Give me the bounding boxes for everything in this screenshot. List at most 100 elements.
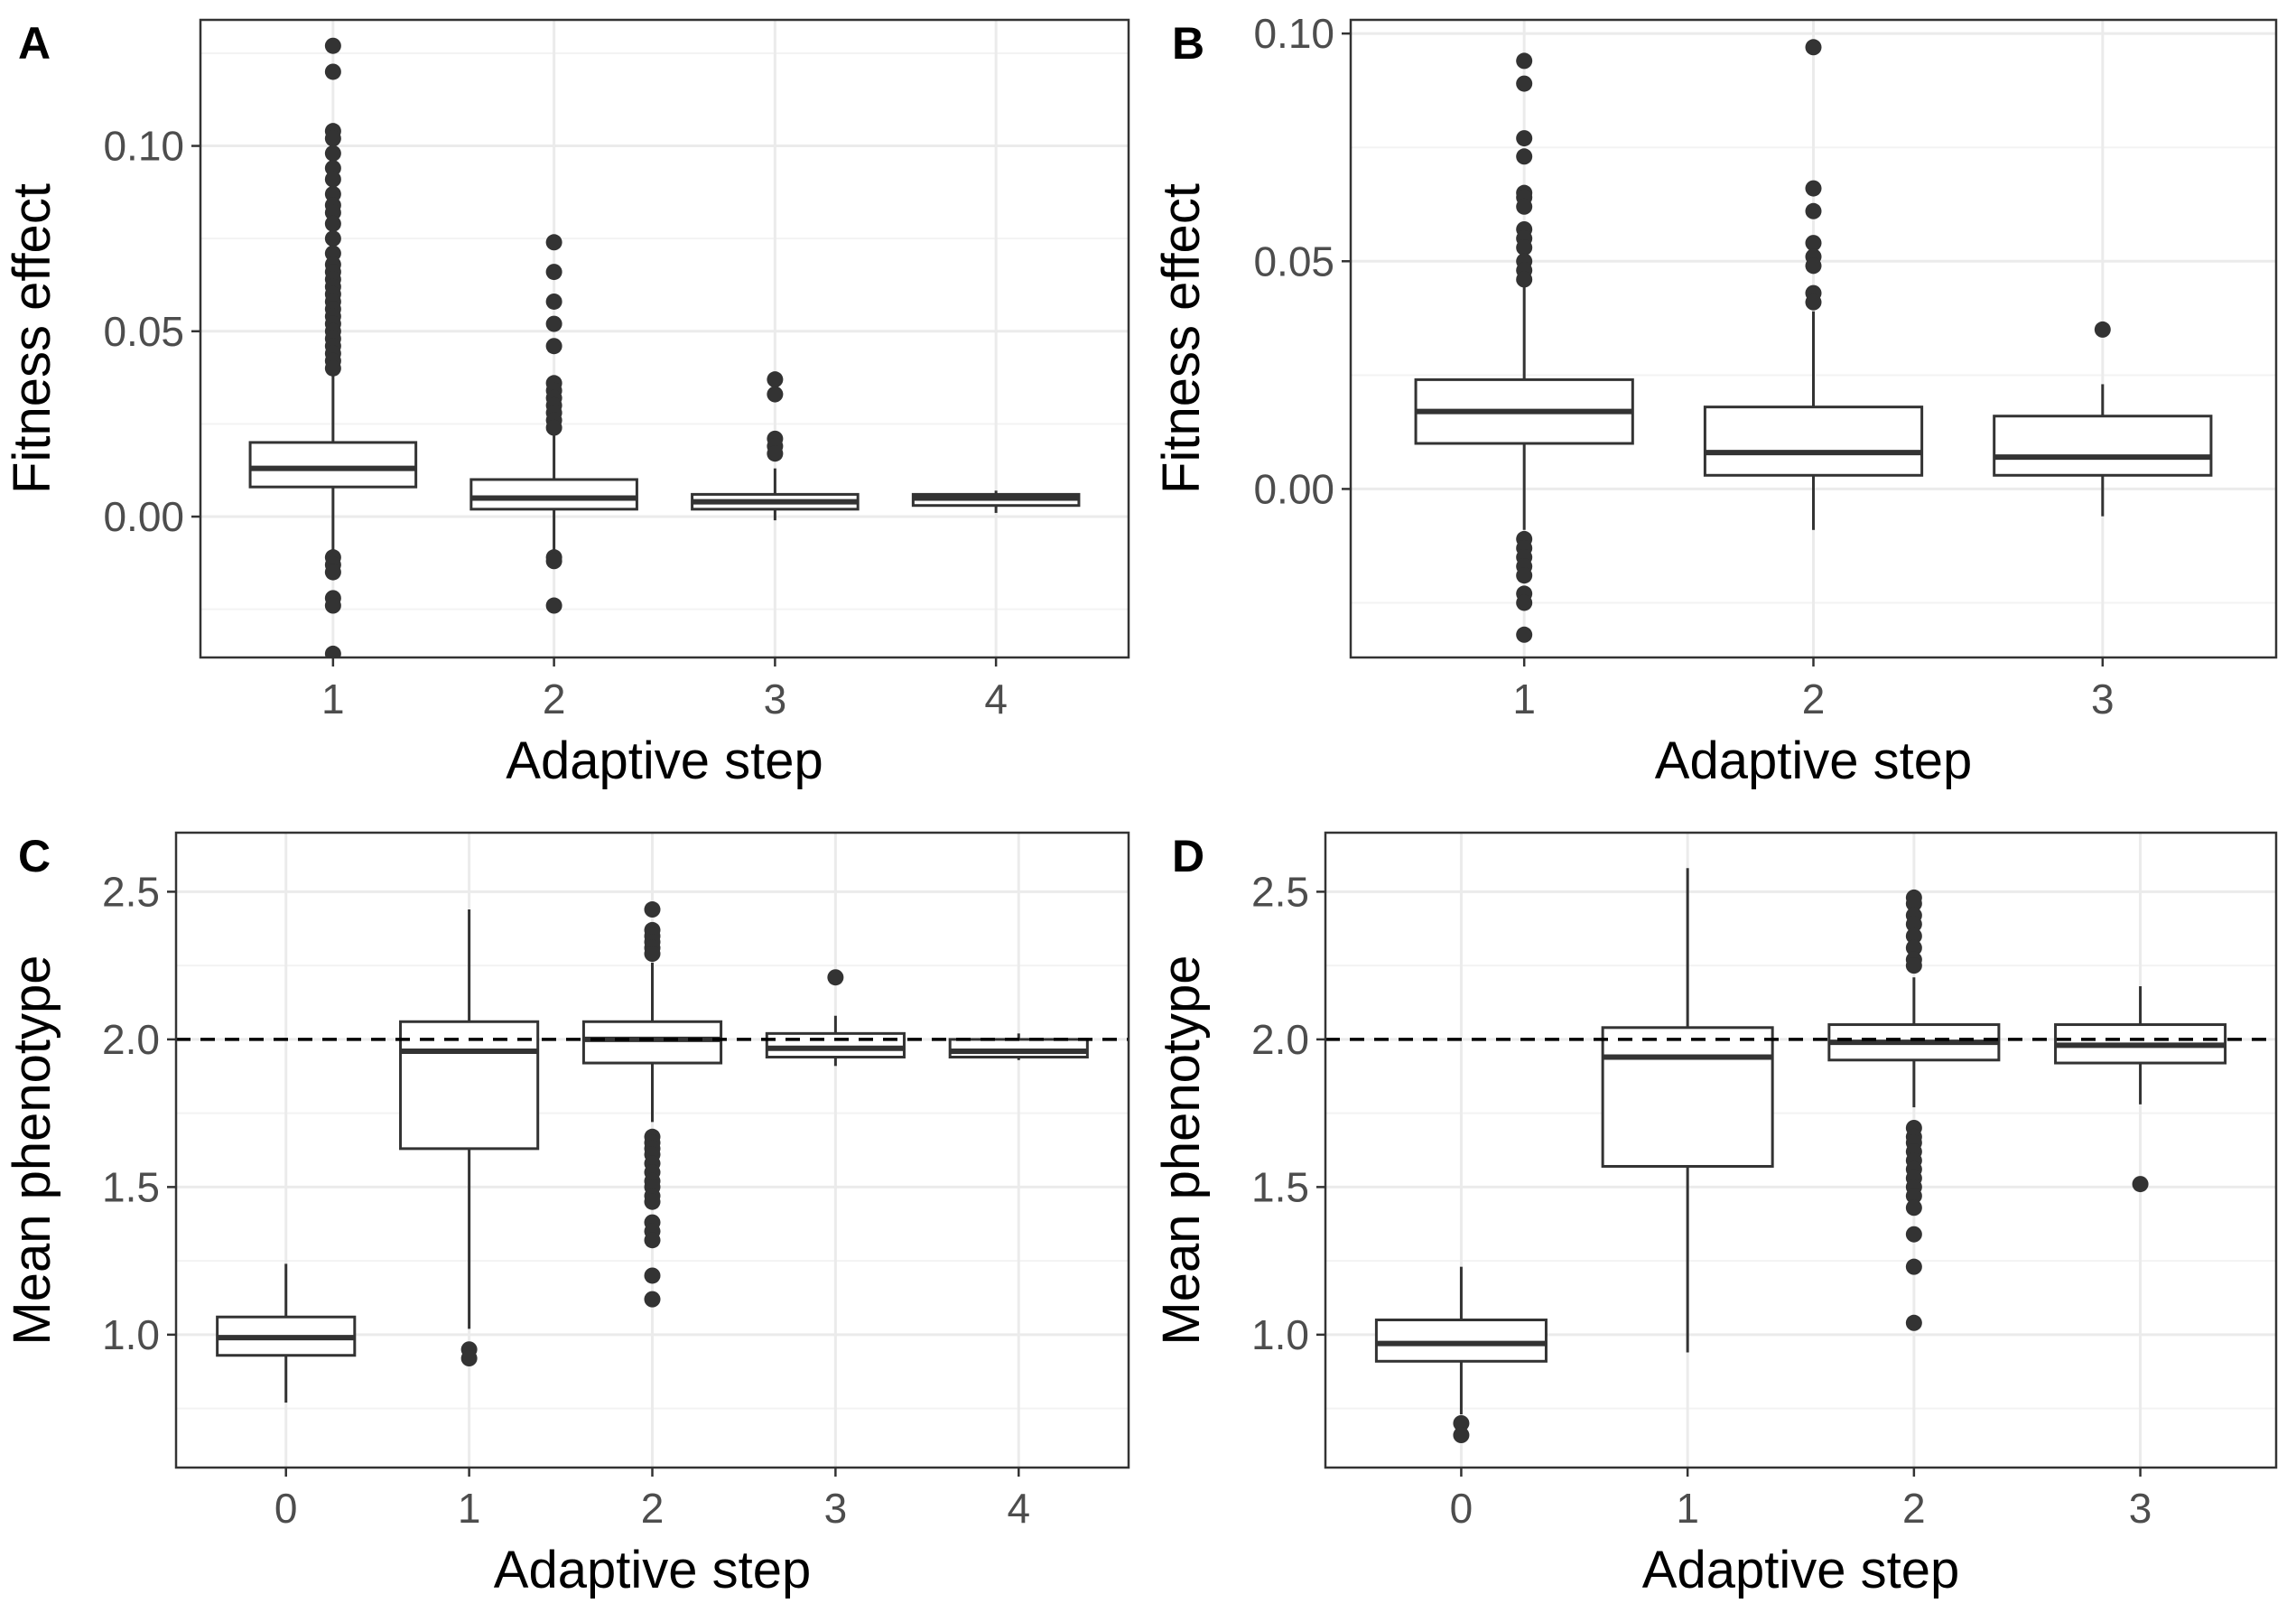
outlier-point (1516, 271, 1533, 288)
y-tick-label: 0.00 (1253, 465, 1334, 512)
outlier-point (324, 564, 341, 581)
x-tick-label: 2 (1802, 676, 1826, 722)
outlier-point (324, 204, 341, 221)
outlier-point (644, 1193, 661, 1210)
box-3 (1993, 321, 2213, 517)
y-tick-label: 0.10 (103, 123, 184, 170)
outlier-point (1516, 52, 1533, 70)
box-1 (1601, 868, 1774, 1353)
outlier-point (644, 901, 661, 918)
box-2 (469, 234, 638, 614)
panel-border (199, 18, 1130, 659)
y-axis-title: Mean phenotype (3, 955, 61, 1345)
panel-border (1324, 831, 2278, 1469)
box-2 (581, 901, 723, 1308)
y-tick-label: 1.5 (1251, 1163, 1309, 1210)
outlier-point (1805, 180, 1822, 197)
box-2 (1703, 39, 1924, 530)
iqr-box (1993, 415, 2213, 477)
outlier-point (1516, 594, 1533, 611)
panel-a: 0.00 0.05 0.10 1 2 3 4 Adaptive step Fitness eff… (3, 18, 1130, 790)
outlier-point (324, 597, 341, 614)
y-tick-label: 2.0 (1251, 1016, 1309, 1063)
outlier-point (545, 338, 562, 355)
outlier-point (545, 419, 562, 436)
box-0 (216, 1263, 357, 1403)
outlier-point (644, 1291, 661, 1308)
iqr-box (765, 1031, 906, 1059)
x-tick-label: 1 (321, 676, 345, 722)
box-3 (2054, 986, 2227, 1193)
box-3 (691, 371, 860, 521)
outlier-point (1516, 567, 1533, 584)
outlier-point (1905, 1199, 1922, 1216)
y-tick-label: 1.5 (102, 1163, 160, 1210)
outlier-point (2094, 321, 2111, 338)
x-tick-label: 3 (764, 676, 787, 722)
outlier-point (1905, 916, 1922, 933)
plot-area (248, 37, 1081, 657)
outlier-point (644, 1267, 661, 1284)
outlier-point (1516, 75, 1533, 92)
y-tick-label: 1.0 (102, 1311, 160, 1358)
outlier-point (644, 1232, 661, 1249)
outlier-point (324, 130, 341, 147)
outlier-point (545, 293, 562, 310)
outlier-point (324, 215, 341, 232)
outlier-point (1516, 198, 1533, 215)
box-0 (1374, 1266, 1548, 1444)
box-2 (1827, 889, 2001, 1331)
x-tick-label: 2 (543, 676, 566, 722)
outlier-point (644, 946, 661, 963)
outlier-point (1805, 39, 1822, 56)
x-tick-label: 1 (1676, 1485, 1699, 1532)
outlier-point (1905, 939, 1922, 956)
outlier-point (324, 185, 341, 202)
y-tick-label: 2.5 (1251, 868, 1309, 915)
outlier-point (767, 445, 784, 462)
iqr-box (581, 1020, 723, 1065)
outlier-point (324, 645, 341, 657)
iqr-box (1601, 1026, 1774, 1168)
y-axis-title: Mean phenotype (1152, 955, 1211, 1345)
iqr-box (399, 1020, 540, 1151)
y-tick-label: 2.5 (102, 868, 160, 915)
iqr-box (1374, 1319, 1548, 1363)
outlier-point (324, 359, 341, 377)
plot-area (1374, 868, 2227, 1444)
outlier-point (767, 371, 784, 388)
x-tick-label: 0 (1450, 1485, 1473, 1532)
x-axis-title: Adaptive step (1655, 732, 1972, 790)
panel-d: 1.0 1.5 2.0 2.5 0 1 2 3 Adaptive step Mean phenot… (1152, 831, 2278, 1599)
panel-tag-b: B (1172, 18, 1204, 69)
x-axis-title: Adaptive step (494, 1541, 811, 1599)
outlier-point (545, 553, 562, 570)
iqr-box (469, 478, 638, 511)
x-tick-label: 4 (1007, 1485, 1030, 1532)
panel-b: 0.00 0.05 0.10 1 2 3 Adaptive step Fitness effe… (1152, 10, 2278, 790)
y-tick-label: 1.0 (1251, 1311, 1309, 1358)
outlier-point (324, 230, 341, 247)
y-tick-label: 2.0 (102, 1016, 160, 1063)
outlier-point (545, 264, 562, 281)
box-1 (248, 37, 418, 657)
x-tick-label: 2 (1902, 1485, 1926, 1532)
x-axis-title: Adaptive step (506, 732, 823, 790)
outlier-point (2132, 1176, 2149, 1193)
y-tick-label: 0.10 (1253, 10, 1334, 57)
x-tick-label: 4 (984, 676, 1008, 722)
x-axis-title: Adaptive step (1642, 1541, 1959, 1599)
outlier-point (460, 1350, 478, 1367)
outlier-point (1805, 235, 1822, 252)
outlier-point (1805, 294, 1822, 311)
iqr-box (948, 1038, 1089, 1059)
plot-area (216, 901, 1089, 1403)
y-tick-label: 0.05 (103, 308, 184, 355)
x-tick-label: 3 (824, 1485, 848, 1532)
panel-tag-d: D (1172, 831, 1204, 881)
outlier-point (1516, 239, 1533, 256)
outlier-point (827, 969, 844, 986)
outlier-point (324, 245, 341, 262)
y-tick-label: 0.05 (1253, 238, 1334, 284)
outlier-point (324, 63, 341, 80)
